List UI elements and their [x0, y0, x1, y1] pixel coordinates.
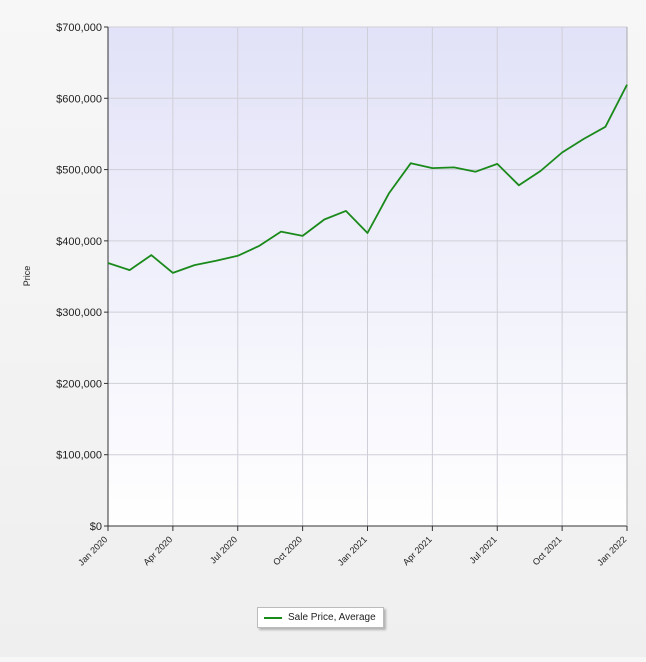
y-tick-label: $700,000	[56, 22, 102, 34]
y-tick-label: $500,000	[56, 165, 102, 177]
legend-label: Sale Price, Average	[288, 612, 376, 623]
x-tick-label: Oct 2021	[531, 534, 564, 567]
x-tick-label: Apr 2020	[141, 534, 174, 567]
series-group	[107, 84, 628, 274]
y-tick-label: $400,000	[56, 236, 102, 248]
y-tick-label: $100,000	[56, 450, 102, 462]
x-tick-label: Jul 2020	[208, 534, 239, 565]
y-axis-ticks: $0 $100,000 $200,000 $300,000 $400,000 $500,0…	[56, 22, 108, 533]
y-tick-label: $600,000	[56, 93, 102, 105]
legend-swatch	[264, 616, 282, 619]
x-tick-label: Jan 2020	[76, 534, 109, 567]
x-axis-ticks: Jan 2020 Apr 2020 Jul 2020 Oct 2020 Jan 2021…	[76, 526, 628, 568]
x-tick-label: Oct 2020	[271, 534, 304, 567]
y-axis-label: Price	[22, 266, 32, 287]
y-tick-label: $300,000	[56, 307, 102, 319]
x-tick-label: Jan 2021	[336, 534, 369, 567]
y-tick-label: $200,000	[56, 378, 102, 390]
x-tick-label: Apr 2021	[401, 534, 434, 567]
y-tick-label: $0	[90, 521, 102, 533]
series-line	[107, 84, 628, 274]
x-tick-label: Jul 2021	[468, 534, 499, 565]
x-tick-label: Jan 2022	[595, 534, 628, 567]
legend: Sale Price, Average	[257, 607, 384, 628]
